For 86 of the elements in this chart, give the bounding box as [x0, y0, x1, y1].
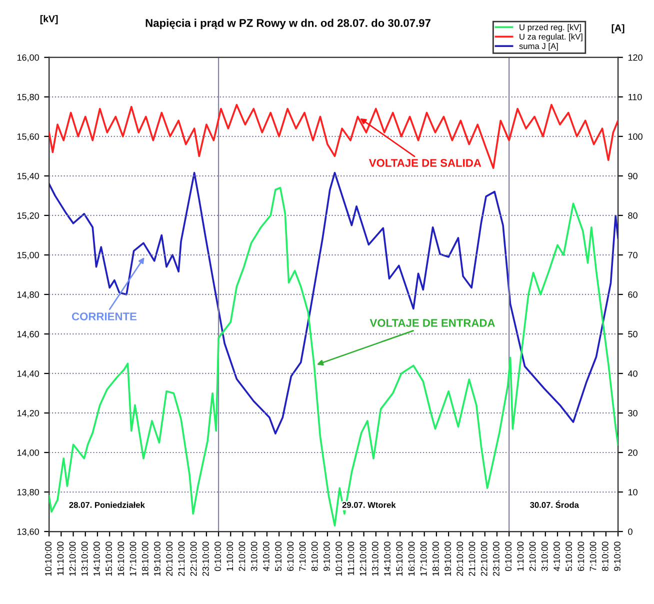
y2-tick-label: 70: [628, 252, 638, 258]
x-tick-label: 12:10:00: [69, 542, 76, 576]
y-tick-label: 15,00: [17, 252, 39, 260]
y2-axis-title: [A]: [612, 24, 624, 34]
chart-title: Napięcia i prąd w PZ Rowy w dn. od 28.07. do 30.07.97: [146, 18, 430, 30]
x-tick-label: 8:10:00: [311, 542, 318, 571]
x-tick-label: 18:10:00: [432, 542, 439, 576]
y-tick-label: 14,40: [17, 370, 39, 378]
annotation: 30.07. Środa: [530, 500, 579, 508]
x-tick-label: 11:10:00: [57, 542, 64, 576]
x-tick-label: 22:10:00: [480, 542, 488, 576]
x-tick-label: 21:10:00: [468, 542, 476, 576]
x-tick-label: 17:10:00: [130, 542, 136, 576]
x-tick-label: 16:10:00: [408, 542, 415, 576]
y2-tick-label: 90: [628, 172, 638, 180]
y-tick-label: 13,80: [17, 488, 39, 496]
x-tick-label: 4:10:00: [554, 542, 560, 572]
x-tick-label: 11:10:00: [348, 542, 354, 576]
x-tick-label: 3:10:00: [541, 542, 548, 572]
x-tick-label: 6:10:00: [578, 542, 584, 571]
y-tick-label: 13,60: [17, 528, 39, 536]
x-tick-label: 16:10:00: [118, 542, 124, 576]
legend-label: suma J [A]: [519, 42, 558, 51]
x-tick-label: 6:10:00: [287, 542, 294, 571]
y-tick-label: 14,00: [17, 449, 39, 457]
x-tick-label: 10:10:00: [45, 542, 52, 576]
x-tick-label: 9:10:00: [324, 542, 330, 571]
y2-tick-label: 20: [628, 449, 638, 456]
annotation: 29.07. Wtorek: [342, 502, 396, 508]
x-tick-label: 10:10:00: [336, 542, 342, 576]
x-tick-label: 13:10:00: [372, 542, 378, 576]
x-tick-label: 18:10:00: [142, 542, 148, 576]
x-tick-label: 14:10:00: [94, 542, 100, 576]
y2-tick-label: 10: [628, 488, 638, 496]
x-tick-label: 12:10:00: [360, 542, 366, 576]
y2-tick-label: 30: [628, 410, 638, 416]
annotation: 28.07. Poniedziałek: [69, 502, 145, 508]
y-tick-label: 15,80: [17, 94, 39, 102]
x-tick-label: 5:10:00: [566, 542, 572, 571]
y-axis-title: [kV]: [40, 15, 58, 24]
annotation: VOLTAJE DE ENTRADA: [370, 319, 495, 327]
y2-tick-label: 110: [628, 94, 642, 100]
legend-label: U za regulat. [kV]: [520, 34, 582, 42]
x-tick-label: 23:10:00: [202, 542, 209, 576]
y2-tick-label: 60: [628, 291, 638, 298]
y2-tick-label: 40: [628, 370, 638, 377]
x-tick-label: 14:10:00: [384, 542, 390, 576]
x-tick-label: 7:10:00: [299, 542, 306, 571]
x-tick-label: 3:10:00: [250, 542, 258, 572]
x-tick-label: 15:10:00: [106, 542, 112, 576]
x-tick-label: 21:10:00: [178, 542, 185, 576]
x-tick-label: 20:10:00: [456, 542, 464, 576]
x-tick-label: 0:10:00: [505, 542, 512, 572]
x-tick-label: 0:10:00: [214, 542, 221, 572]
y2-tick-label: 120: [628, 54, 642, 61]
x-tick-label: 1:10:00: [517, 542, 524, 571]
y-tick-label: 15,40: [17, 172, 39, 180]
y-tick-label: 14,20: [17, 410, 39, 418]
x-tick-label: 22:10:00: [190, 542, 197, 576]
y-tick-label: 15,60: [17, 133, 39, 141]
y2-tick-label: 50: [628, 330, 638, 338]
x-tick-label: 2:10:00: [238, 542, 246, 571]
y2-tick-label: 100: [628, 133, 642, 140]
x-tick-label: 13:10:00: [81, 542, 88, 576]
y2-tick-label: 80: [628, 212, 638, 219]
x-tick-label: 20:10:00: [166, 542, 173, 576]
x-tick-label: 4:10:00: [262, 542, 270, 572]
x-tick-label: 19:10:00: [444, 542, 451, 576]
legend-label: U przed reg. [kV]: [520, 24, 581, 32]
x-tick-label: 9:10:00: [614, 542, 620, 571]
y-tick-label: 16,00: [17, 54, 39, 62]
x-tick-label: 1:10:00: [226, 542, 234, 571]
y-tick-label: 14,60: [17, 330, 39, 338]
annotation: VOLTAJE DE SALIDA: [368, 158, 482, 167]
x-tick-label: 8:10:00: [602, 542, 608, 571]
x-tick-label: 2:10:00: [529, 542, 536, 571]
x-tick-label: 7:10:00: [590, 542, 596, 571]
y-tick-label: 14,80: [17, 291, 39, 299]
x-tick-label: 17:10:00: [420, 542, 427, 576]
y2-tick-label: 0: [628, 528, 632, 535]
x-tick-label: 19:10:00: [154, 542, 160, 576]
x-tick-label: 5:10:00: [275, 542, 282, 571]
y-tick-label: 15,20: [17, 212, 39, 220]
x-tick-label: 15:10:00: [396, 542, 403, 576]
x-tick-label: 23:10:00: [493, 542, 500, 576]
annotation: CORRIENTE: [72, 312, 137, 320]
